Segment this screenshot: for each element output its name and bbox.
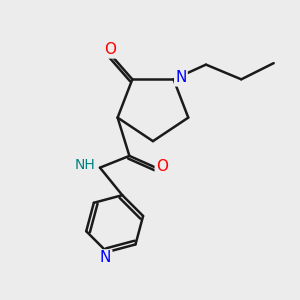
Text: O: O	[156, 159, 168, 174]
Text: NH: NH	[75, 158, 95, 172]
Text: N: N	[100, 250, 111, 266]
Text: O: O	[104, 42, 116, 57]
Text: N: N	[175, 70, 187, 86]
